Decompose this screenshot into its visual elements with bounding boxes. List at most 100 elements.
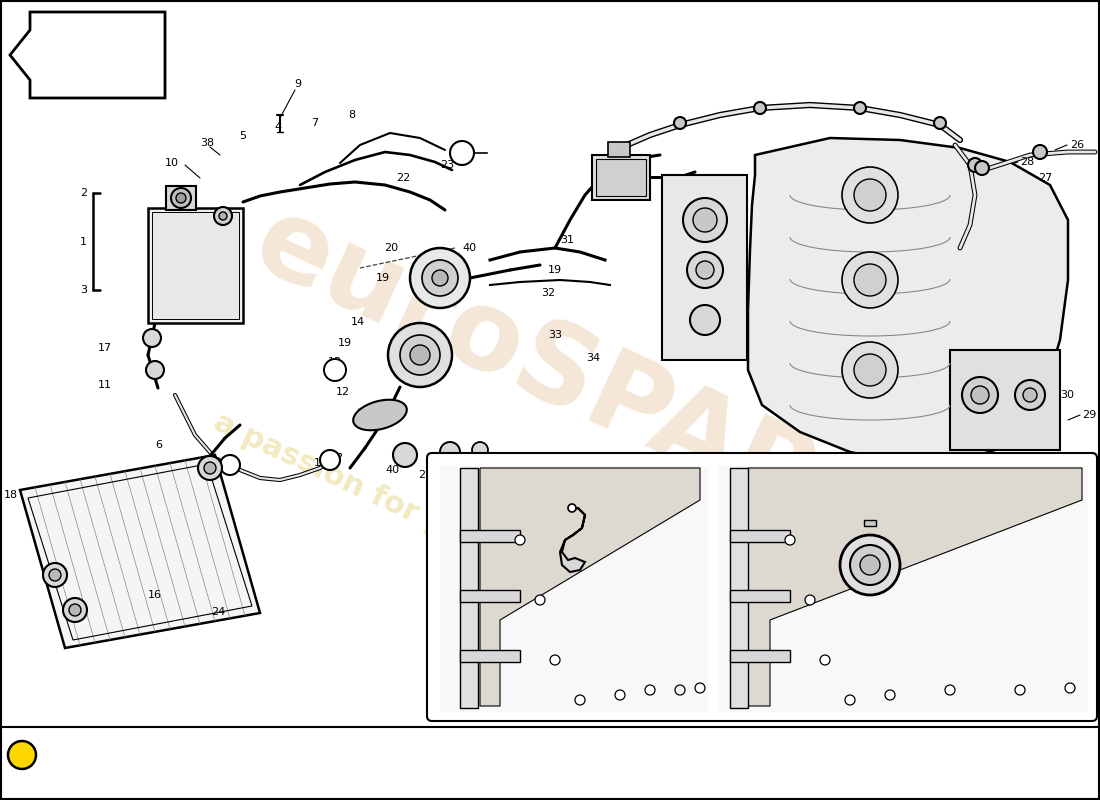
Text: 28: 28 bbox=[1020, 157, 1034, 167]
Circle shape bbox=[886, 690, 895, 700]
Text: 1: 1 bbox=[80, 237, 87, 247]
Circle shape bbox=[615, 690, 625, 700]
Bar bbox=[596, 159, 646, 196]
Polygon shape bbox=[560, 508, 585, 572]
Circle shape bbox=[472, 442, 488, 458]
Bar bbox=[166, 186, 196, 210]
Text: 15: 15 bbox=[314, 458, 328, 468]
Circle shape bbox=[840, 535, 900, 595]
Circle shape bbox=[143, 329, 161, 347]
Text: 16: 16 bbox=[148, 590, 162, 600]
Text: 2: 2 bbox=[80, 188, 87, 198]
Circle shape bbox=[690, 305, 721, 335]
Circle shape bbox=[63, 598, 87, 622]
Text: A: A bbox=[16, 748, 28, 762]
Circle shape bbox=[934, 117, 946, 129]
Circle shape bbox=[854, 264, 886, 296]
Text: 10: 10 bbox=[165, 158, 179, 168]
Text: 27: 27 bbox=[1038, 173, 1053, 183]
Circle shape bbox=[854, 179, 886, 211]
Circle shape bbox=[754, 102, 766, 114]
Text: Soluzione superata: Soluzione superata bbox=[503, 699, 637, 712]
Text: 14: 14 bbox=[351, 317, 365, 327]
Text: 20: 20 bbox=[384, 243, 398, 253]
Text: 35: 35 bbox=[640, 540, 654, 550]
Circle shape bbox=[971, 386, 989, 404]
Polygon shape bbox=[748, 468, 1082, 706]
Circle shape bbox=[400, 335, 440, 375]
Text: 23: 23 bbox=[440, 160, 454, 170]
Text: 6: 6 bbox=[155, 440, 162, 450]
Text: 34: 34 bbox=[586, 353, 600, 363]
Circle shape bbox=[432, 270, 448, 286]
Bar bbox=[148, 208, 243, 323]
Text: 19: 19 bbox=[548, 265, 562, 275]
Circle shape bbox=[860, 555, 880, 575]
Polygon shape bbox=[748, 138, 1068, 462]
Text: 5: 5 bbox=[240, 131, 246, 141]
Text: 22: 22 bbox=[396, 173, 410, 183]
Text: 40: 40 bbox=[386, 465, 400, 475]
Text: 4: 4 bbox=[274, 122, 282, 132]
Circle shape bbox=[388, 323, 452, 387]
Circle shape bbox=[219, 212, 227, 220]
Text: A: A bbox=[331, 365, 339, 375]
Bar bbox=[730, 468, 748, 708]
Circle shape bbox=[850, 545, 890, 585]
Circle shape bbox=[575, 695, 585, 705]
Text: 29: 29 bbox=[1082, 410, 1097, 420]
Text: 33: 33 bbox=[548, 330, 562, 340]
Circle shape bbox=[8, 741, 36, 769]
Bar bbox=[460, 590, 520, 602]
Text: 11: 11 bbox=[98, 380, 112, 390]
Circle shape bbox=[696, 261, 714, 279]
Circle shape bbox=[393, 443, 417, 467]
Circle shape bbox=[43, 563, 67, 587]
Bar bbox=[950, 350, 1060, 450]
Circle shape bbox=[683, 198, 727, 242]
Circle shape bbox=[975, 161, 989, 175]
Bar bbox=[730, 530, 790, 542]
Circle shape bbox=[198, 456, 222, 480]
Bar bbox=[864, 520, 876, 526]
Circle shape bbox=[945, 685, 955, 695]
Ellipse shape bbox=[353, 400, 407, 430]
Circle shape bbox=[410, 345, 430, 365]
Text: a passion for parts since 1965: a passion for parts since 1965 bbox=[209, 407, 691, 653]
Circle shape bbox=[693, 208, 717, 232]
Text: Old solution: Old solution bbox=[535, 709, 605, 722]
Circle shape bbox=[220, 455, 240, 475]
Circle shape bbox=[805, 595, 815, 605]
Text: 7: 7 bbox=[311, 118, 319, 128]
Circle shape bbox=[1015, 685, 1025, 695]
Circle shape bbox=[1023, 388, 1037, 402]
Circle shape bbox=[69, 604, 81, 616]
Text: 13: 13 bbox=[328, 357, 342, 367]
Circle shape bbox=[535, 595, 544, 605]
Text: A: A bbox=[458, 148, 466, 158]
Circle shape bbox=[842, 252, 898, 308]
Circle shape bbox=[854, 102, 866, 114]
Bar bbox=[152, 212, 239, 319]
Circle shape bbox=[1065, 683, 1075, 693]
Text: 3: 3 bbox=[80, 285, 87, 295]
Bar bbox=[592, 155, 650, 200]
Circle shape bbox=[422, 260, 458, 296]
Text: 24: 24 bbox=[491, 465, 505, 475]
Text: 36: 36 bbox=[640, 575, 654, 585]
Circle shape bbox=[50, 569, 60, 581]
Circle shape bbox=[854, 354, 886, 386]
Bar bbox=[662, 175, 747, 360]
Text: 38: 38 bbox=[200, 138, 214, 148]
Text: 103663, 103667, 103676, 103677, 103689, 103692, 103708, 103711, 103714, 103716, : 103663, 103667, 103676, 103677, 103689, … bbox=[39, 763, 766, 773]
Circle shape bbox=[170, 188, 191, 208]
Circle shape bbox=[845, 695, 855, 705]
Text: 26: 26 bbox=[1070, 140, 1085, 150]
Circle shape bbox=[695, 683, 705, 693]
Text: 37: 37 bbox=[640, 505, 654, 515]
Circle shape bbox=[968, 158, 982, 172]
Text: 9: 9 bbox=[295, 79, 301, 89]
Circle shape bbox=[688, 252, 723, 288]
Circle shape bbox=[410, 248, 470, 308]
Circle shape bbox=[962, 377, 998, 413]
